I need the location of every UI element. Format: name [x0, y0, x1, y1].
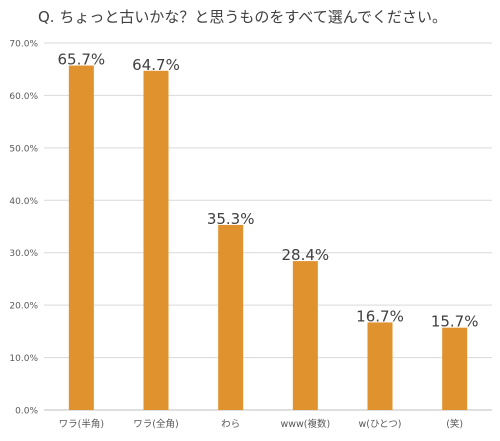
chart-title: Q. ちょっと古いかな？と思うものをすべて選んでください。 [38, 8, 447, 26]
x-tick-label: www(複数) [280, 418, 330, 430]
data-label: 15.7% [431, 313, 479, 331]
x-tick-label: (笑) [446, 418, 463, 430]
x-tick-label: ワラ(全角) [133, 418, 178, 430]
bar [143, 70, 169, 410]
y-tick-label: 10.0% [9, 354, 38, 364]
data-label: 35.3% [207, 210, 255, 228]
data-label: 65.7% [58, 51, 106, 69]
y-tick-label: 0.0% [15, 407, 38, 417]
y-tick-label: 20.0% [9, 302, 38, 312]
bar [367, 322, 393, 410]
data-label: 64.7% [132, 56, 180, 74]
bar [218, 224, 244, 410]
y-tick-label: 70.0% [9, 40, 38, 50]
bar [292, 261, 318, 410]
bar [442, 327, 468, 410]
y-tick-label: 50.0% [9, 144, 38, 154]
y-tick-label: 40.0% [9, 197, 38, 207]
bar [68, 65, 94, 411]
x-tick-label: w(ひとつ) [358, 419, 401, 430]
data-label: 16.7% [356, 307, 404, 325]
y-tick-label: 30.0% [9, 249, 38, 259]
x-tick-label: ワラ(半角) [59, 418, 104, 430]
x-tick-label: わら [221, 419, 240, 430]
y-tick-label: 60.0% [9, 92, 38, 102]
data-label: 28.4% [282, 246, 330, 264]
